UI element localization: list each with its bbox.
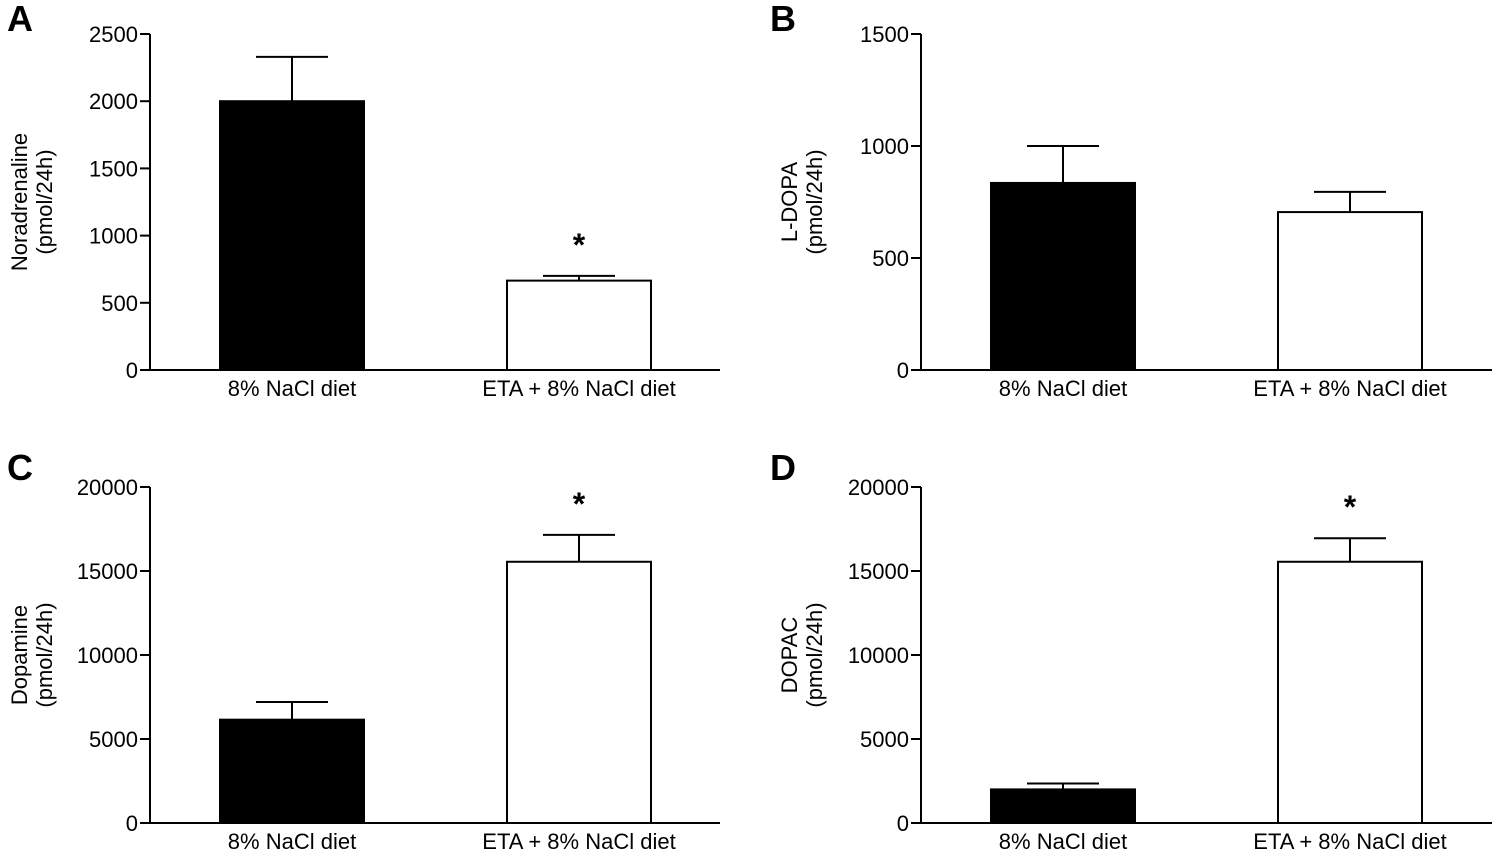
significance-marker: * — [573, 486, 586, 522]
y-tick-label: 0 — [126, 811, 138, 836]
y-axis-title: Noradrenaline — [7, 133, 32, 271]
panel-b: B 0 500 1000 1500 L-DOPA (pmol/24h) 8% NaCl die… — [770, 0, 1492, 401]
bar-eta-nacl — [506, 279, 652, 371]
y-axis-unit: (pmol/24h) — [32, 149, 57, 254]
bar-eta-nacl — [1277, 211, 1423, 371]
bar-eta-nacl — [506, 560, 652, 824]
significance-marker: * — [573, 227, 586, 263]
y-tick-label: 1500 — [860, 22, 909, 47]
y-tick-label: 0 — [897, 358, 909, 383]
bar-nacl — [990, 788, 1136, 825]
y-tick-label: 2500 — [89, 22, 138, 47]
panel-a: A 0 500 1000 1500 2000 2500 Noradrenaline (pmol/… — [7, 0, 720, 401]
y-tick-label: 500 — [872, 246, 909, 271]
y-tick-label: 10000 — [848, 643, 909, 668]
y-axis-title: L-DOPA — [777, 162, 802, 243]
y-tick-label: 0 — [126, 358, 138, 383]
y-axis-unit: (pmol/24h) — [32, 602, 57, 707]
y-tick-label: 0 — [897, 811, 909, 836]
bar-nacl — [219, 100, 365, 371]
y-tick-label: 15000 — [848, 559, 909, 584]
bar-nacl — [219, 718, 365, 824]
y-tick-label: 2000 — [89, 89, 138, 114]
panel-letter: C — [7, 447, 33, 488]
panel-d: D 0 5000 10000 15000 20000 DOPAC (pmol/24h) 8% N… — [770, 447, 1492, 850]
panel-letter: D — [770, 447, 796, 488]
x-category-label: ETA + 8% NaCl diet — [482, 376, 675, 401]
x-category-label: ETA + 8% NaCl diet — [1253, 829, 1446, 850]
panel-letter: B — [770, 0, 796, 39]
y-tick-label: 20000 — [77, 475, 138, 500]
y-tick-label: 1000 — [860, 134, 909, 159]
y-axis-unit: (pmol/24h) — [802, 602, 827, 707]
y-tick-label: 5000 — [89, 727, 138, 752]
y-tick-label: 500 — [101, 291, 138, 316]
y-tick-label: 10000 — [77, 643, 138, 668]
bar-eta-nacl — [1277, 560, 1423, 824]
panel-letter: A — [7, 0, 33, 39]
significance-marker: * — [1344, 489, 1357, 525]
y-axis-title: DOPAC — [777, 617, 802, 694]
x-category-label: 8% NaCl diet — [999, 376, 1127, 401]
y-tick-label: 1500 — [89, 156, 138, 181]
y-tick-label: 15000 — [77, 559, 138, 584]
panel-c: C 0 5000 10000 15000 20000 Dopamine (pmol/24h) 8… — [7, 447, 720, 850]
x-category-label: ETA + 8% NaCl diet — [482, 829, 675, 850]
x-category-label: 8% NaCl diet — [228, 829, 356, 850]
y-tick-label: 1000 — [89, 224, 138, 249]
y-tick-label: 20000 — [848, 475, 909, 500]
y-tick-label: 5000 — [860, 727, 909, 752]
x-category-label: 8% NaCl diet — [228, 376, 356, 401]
x-category-label: 8% NaCl diet — [999, 829, 1127, 850]
bar-nacl — [990, 181, 1136, 371]
x-category-label: ETA + 8% NaCl diet — [1253, 376, 1446, 401]
y-axis-title: Dopamine — [7, 605, 32, 705]
y-axis-unit: (pmol/24h) — [802, 149, 827, 254]
